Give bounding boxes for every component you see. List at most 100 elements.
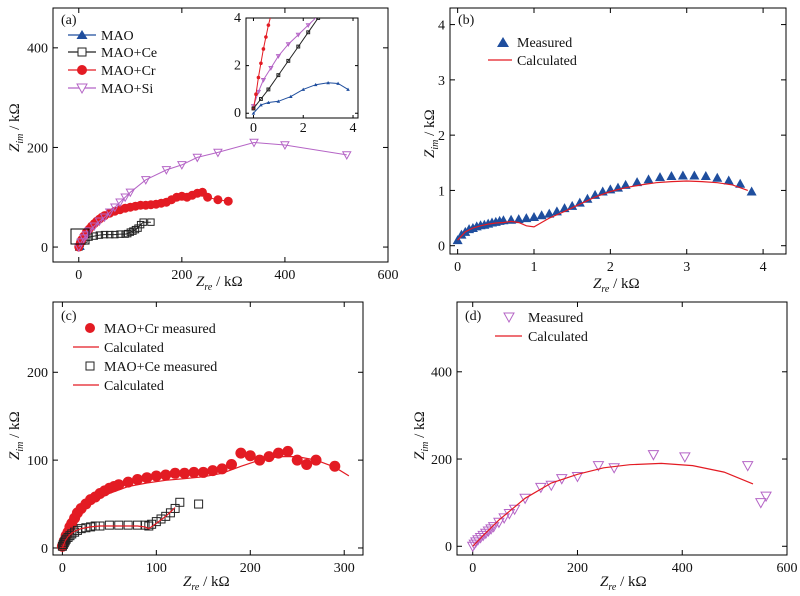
x-tick-label: 0	[59, 561, 66, 576]
legend-label: Calculated	[104, 379, 164, 394]
data-point-triangle-down	[754, 498, 767, 509]
legend-marker-square	[77, 47, 87, 57]
data-point-square	[286, 58, 291, 63]
data-point-circle	[197, 466, 209, 478]
data-point-triangle-down	[84, 227, 94, 237]
y-tick-label: 0	[41, 241, 48, 256]
panel-b-frame	[449, 7, 787, 255]
data-point-triangle	[689, 170, 700, 180]
data-point-triangle	[677, 170, 688, 180]
panel-a-series	[73, 138, 352, 253]
inset-plot-area	[250, 14, 350, 115]
y-tick-label: 200	[27, 141, 48, 156]
panel-b-legend: Measured Calculated	[488, 36, 577, 69]
data-point-square	[151, 517, 161, 527]
series-line	[253, 82, 349, 114]
data-point-triangle-down	[192, 153, 203, 163]
data-point-triangle-down	[305, 23, 311, 28]
data-point-circle	[113, 479, 125, 491]
x-tick-label: 4	[350, 121, 357, 136]
data-point-triangle-down	[477, 530, 490, 542]
panel-c-ticks: 0 100 200 300 0 100 200	[27, 302, 363, 576]
panel-d-legend: Measured Calculated	[495, 311, 588, 345]
legend-label: Calculated	[104, 341, 164, 356]
data-point-circle	[256, 75, 261, 80]
x-tick-label: 300	[334, 561, 355, 576]
data-point-circle	[179, 467, 191, 479]
legend-label: MAO	[101, 29, 134, 44]
data-point-triangle-down	[120, 193, 131, 203]
panel-c-xlabel: Zre / kΩ	[183, 574, 230, 593]
data-point-triangle-down	[571, 471, 584, 483]
legend-label: MAO+Si	[101, 82, 153, 97]
inset-ticks: 0 2 4 0 2 4	[234, 11, 358, 136]
inset-series	[250, 14, 350, 115]
data-point-square	[90, 232, 98, 240]
data-point-square	[114, 520, 124, 530]
panel-a-xlabel: Zre / kΩ	[196, 274, 243, 293]
panel-a: (a) 0 200 400 600 0 200 400 0 2 4 0 2 4 MAO MAO+Ce	[7, 7, 399, 293]
data-point-triangle-down	[545, 480, 558, 492]
panel-b-series	[452, 170, 757, 245]
series-line	[61, 456, 350, 549]
legend-marker-triangle	[76, 30, 88, 39]
legend-item-mao-ce: MAO+Ce	[68, 46, 157, 61]
panel-c-series	[56, 445, 350, 552]
x-tick-label: 1	[531, 260, 538, 275]
data-point-circle	[282, 445, 294, 457]
data-point-square	[104, 520, 114, 530]
data-point-circle	[203, 192, 213, 202]
data-point-triangle	[536, 210, 547, 220]
x-tick-label: 4	[760, 260, 767, 275]
y-tick-label: 3	[438, 74, 445, 89]
data-point-triangle-down	[89, 222, 100, 232]
data-point-triangle-down	[679, 452, 691, 463]
data-point-triangle-down	[213, 148, 223, 158]
panel-b-ticks: 0 1 2 3 4 0 1 2 3 4	[438, 8, 786, 275]
data-point-square	[194, 499, 204, 509]
data-point-circle	[207, 465, 219, 477]
data-point-square	[266, 87, 271, 92]
data-point-triangle-down	[608, 463, 620, 474]
data-point-square	[306, 30, 311, 35]
legend-item-mao-cr: MAO+Cr	[68, 64, 156, 79]
data-point-square	[100, 230, 109, 239]
data-point-circle	[269, 14, 273, 18]
zoom-region-box	[70, 228, 90, 245]
panel-c-tag: (c)	[61, 309, 77, 324]
data-point-triangle-down	[255, 89, 262, 95]
data-point-square	[126, 228, 135, 236]
y-tick-label: 400	[431, 366, 452, 381]
data-point-triangle-down	[161, 166, 172, 175]
data-point-triangle-down	[479, 528, 492, 540]
panel-a-tag: (a)	[61, 13, 77, 28]
data-point-square	[131, 225, 140, 234]
data-point-triangle-down	[94, 217, 105, 227]
data-point-triangle-down	[474, 533, 487, 544]
x-tick-label: 3	[683, 260, 690, 275]
data-point-triangle-down	[285, 42, 291, 48]
y-tick-label: 200	[431, 453, 452, 468]
data-point-square	[296, 44, 301, 49]
data-point-triangle-down	[249, 138, 259, 148]
y-tick-label: 0	[438, 240, 445, 255]
data-point-triangle	[313, 82, 318, 87]
legend-item-cr-measured: MAO+Cr measured	[85, 322, 216, 337]
legend-item-calculated: Calculated	[488, 54, 577, 69]
data-point-triangle-down	[140, 176, 151, 185]
panel-c-ylabel: Zim / kΩ	[7, 411, 26, 460]
y-tick-label: 400	[27, 42, 48, 57]
data-point-triangle-down	[115, 198, 125, 208]
data-point-triangle-down	[176, 161, 187, 170]
data-point-triangle-down	[482, 526, 495, 538]
data-point-triangle-down	[125, 188, 136, 198]
y-tick-label: 0	[445, 540, 452, 555]
data-point-triangle	[326, 80, 330, 85]
data-point-square	[147, 218, 155, 226]
panel-a-legend: MAO MAO+Ce MAO+Cr MAO+Si	[68, 29, 157, 97]
y-tick-label: 0	[234, 106, 241, 121]
data-point-triangle	[632, 177, 643, 187]
data-point-triangle	[700, 171, 711, 181]
panel-d-ticks: 0 200 400 600 0 200 400	[431, 302, 798, 576]
